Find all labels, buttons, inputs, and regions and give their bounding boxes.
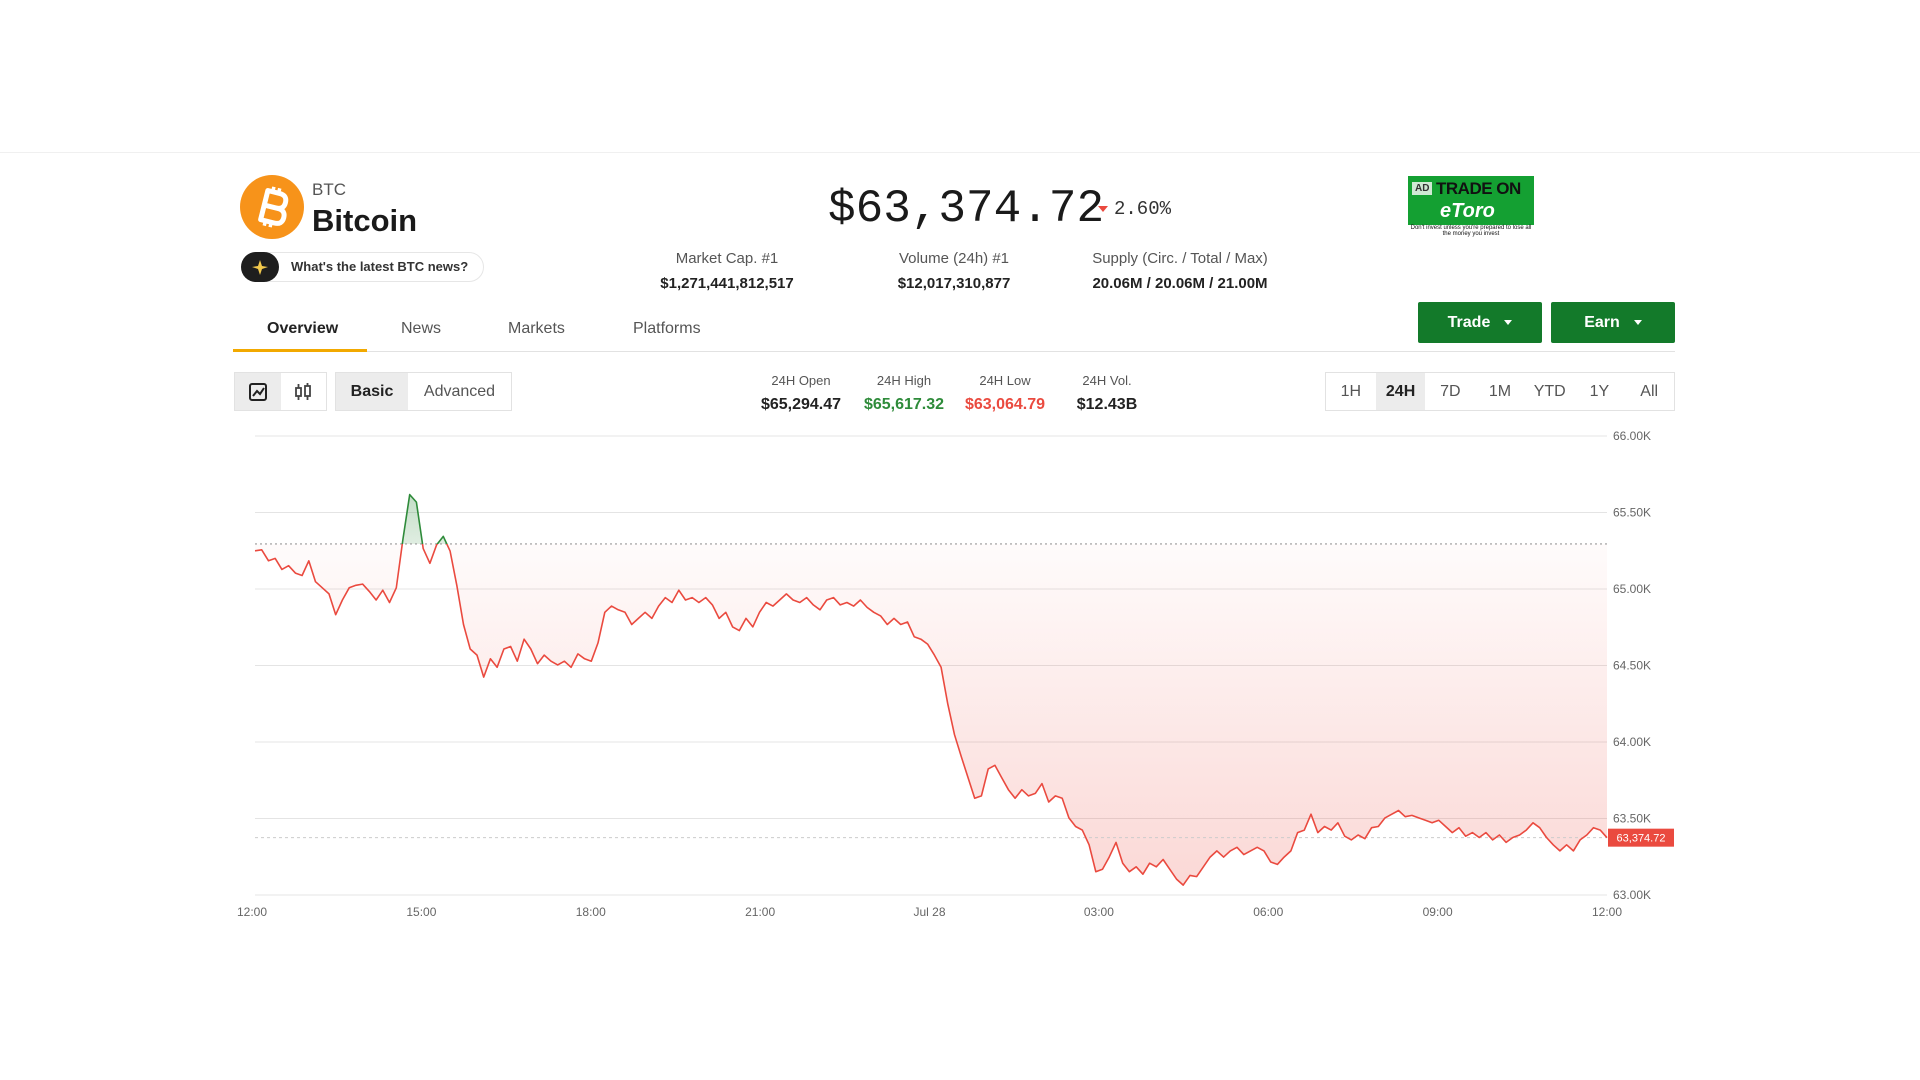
trade-button[interactable]: Trade: [1418, 302, 1542, 343]
range-button[interactable]: 1Y: [1589, 382, 1610, 400]
y-tick-label: 63.00K: [1613, 888, 1651, 902]
ad-headline: TRADE ON: [1436, 179, 1521, 198]
down-arrow: [1098, 206, 1108, 212]
tab[interactable]: Markets: [508, 320, 565, 337]
sparkle: [252, 260, 268, 275]
button-label: Earn: [1584, 313, 1620, 331]
logo-glyph: [258, 186, 289, 228]
coin-logo: [240, 175, 304, 239]
range-button[interactable]: 7D: [1440, 382, 1461, 400]
y-tick-label: 65.00K: [1613, 582, 1651, 596]
stat: Volume (24h) #1 $12,017,310,877: [804, 250, 1104, 292]
range-button[interactable]: 1H: [1340, 382, 1362, 400]
summary-value: $65,617.32: [863, 396, 945, 413]
range-button[interactable]: 1M: [1488, 382, 1512, 400]
tab-underline: [233, 349, 367, 352]
tab-border: [233, 351, 1675, 352]
tab[interactable]: News: [401, 320, 442, 337]
summary-label: 24H Vol.: [1082, 373, 1132, 388]
caret: [1633, 320, 1642, 325]
range-selector: 1H 24H 7D 1M YTD 1Y All: [1325, 372, 1675, 411]
summary-item: 24H Low $63,064.79: [945, 373, 1065, 414]
x-tick-label: 06:00: [1253, 905, 1283, 919]
chart-type-toggle: [234, 372, 327, 411]
x-tick-label: Jul 28: [913, 905, 945, 919]
button-label: Trade: [1447, 313, 1491, 331]
caret: [1504, 320, 1513, 325]
summary-value: $12.43B: [1076, 396, 1138, 413]
stat-value: $1,271,441,812,517: [660, 275, 794, 292]
x-tick-label: 12:00: [1592, 905, 1622, 919]
last-price-label: 63,374.72: [1617, 833, 1666, 845]
stat-value: $12,017,310,877: [897, 275, 1011, 292]
x-tick-label: 15:00: [406, 905, 436, 919]
price: $63,374.72: [828, 183, 1105, 235]
x-tick-label: 09:00: [1423, 905, 1453, 919]
summary-label: 24H High: [876, 373, 932, 388]
mode-button[interactable]: Basic: [336, 373, 408, 410]
area-down: [255, 543, 1607, 886]
sparkle-icon: [241, 252, 279, 282]
summary-label: 24H Open: [771, 373, 831, 388]
news-prompt[interactable]: What's the latest BTC news?: [291, 259, 469, 274]
summary-item: 24H High $65,617.32: [844, 373, 964, 414]
stat-label: Supply (Circ. / Total / Max): [1092, 250, 1268, 267]
stat-label: Market Cap. #1: [675, 250, 779, 267]
tab[interactable]: Platforms: [633, 320, 701, 337]
stat-value: 20.06M / 20.06M / 21.00M: [1092, 275, 1268, 292]
header-border: [0, 152, 1920, 153]
summary-item: 24H Vol. $12.43B: [1047, 373, 1167, 414]
ad-tag: AD: [1412, 182, 1433, 195]
tab[interactable]: Overview: [267, 320, 339, 337]
earn-button[interactable]: Earn: [1551, 302, 1675, 343]
y-tick-label: 66.00K: [1613, 429, 1651, 443]
x-tick-label: 03:00: [1084, 905, 1114, 919]
y-tick-label: 64.50K: [1613, 659, 1651, 673]
ad-banner[interactable]: AD TRADE ON eToro Don't invest unless yo…: [1408, 176, 1534, 238]
y-tick-label: 65.50K: [1613, 506, 1651, 520]
candle-chart-button[interactable]: [281, 373, 327, 410]
price-line-down: [254, 543, 1608, 886]
mode-button[interactable]: Advanced: [423, 382, 496, 400]
summary-value: $63,064.79: [964, 396, 1046, 413]
range-button[interactable]: 24H: [1375, 373, 1426, 410]
range-button[interactable]: YTD: [1533, 382, 1566, 400]
ad-disclaimer: Don't invest unless you're prepared to l…: [1408, 225, 1534, 238]
range-button[interactable]: All: [1640, 382, 1659, 400]
y-tick-label: 64.00K: [1613, 735, 1651, 749]
coin-symbol: BTC: [312, 180, 346, 199]
line-chart-button[interactable]: [235, 373, 281, 410]
summary-value: $65,294.47: [760, 396, 842, 413]
last-price-tag: [1608, 828, 1674, 847]
x-tick-label: 12:00: [237, 905, 267, 919]
y-tick-label: 63.50K: [1613, 812, 1651, 826]
stat-label: Volume (24h) #1: [898, 250, 1010, 267]
stat: Supply (Circ. / Total / Max) 20.06M / 20…: [1030, 250, 1330, 292]
candle-icon: [295, 382, 312, 400]
summary-item: 24H Open $65,294.47: [741, 373, 861, 414]
mode-toggle: Basic Advanced: [335, 372, 512, 411]
x-tick-label: 18:00: [576, 905, 606, 919]
price-change: 2.60%: [1114, 198, 1172, 220]
stat: Market Cap. #1 $1,271,441,812,517: [577, 250, 877, 292]
x-tick-label: 21:00: [745, 905, 775, 919]
summary-label: 24H Low: [979, 373, 1031, 388]
line-icon: [248, 382, 267, 401]
ad-brand: eToro: [1440, 200, 1495, 222]
coin-name: Bitcoin: [312, 203, 418, 238]
